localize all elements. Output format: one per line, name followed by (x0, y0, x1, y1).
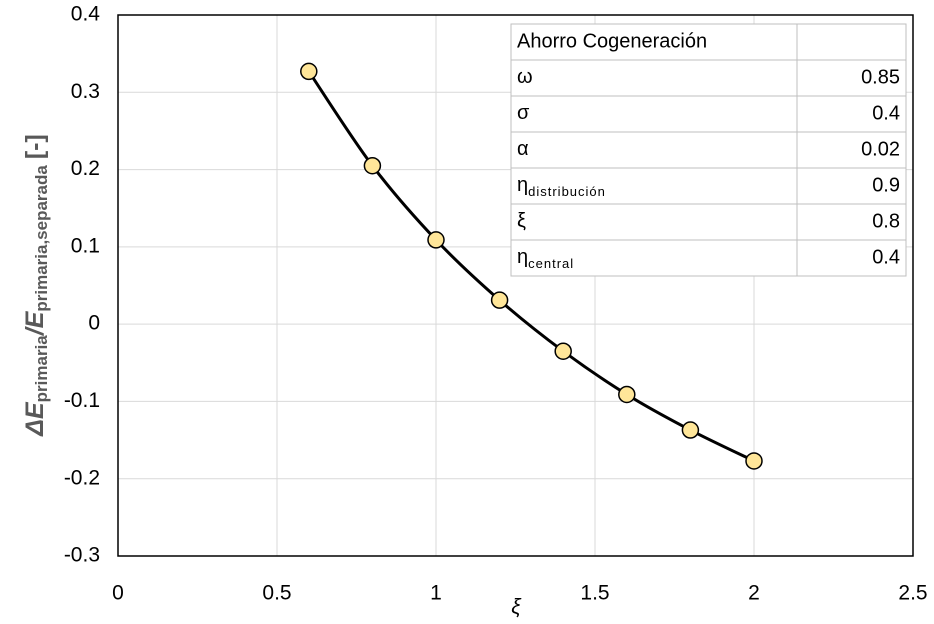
table-symbol: ξ (517, 210, 526, 232)
table-symbol: σ (517, 102, 530, 124)
y-axis-label-part: /E (21, 310, 49, 336)
table-cell (510, 239, 798, 277)
x-axis-label: ξ (511, 596, 522, 619)
table-value: 0.4 (872, 102, 900, 124)
marker (490, 291, 509, 309)
table-value: 0.9 (872, 174, 900, 196)
marker (745, 452, 763, 470)
table-cell (510, 23, 798, 61)
symbol-subscript: central (528, 256, 574, 271)
x-tick-label: 1 (430, 582, 442, 605)
table-cell (796, 239, 907, 277)
y-axis-label-part: [-] (21, 134, 49, 159)
y-axis-label: ΔEprimaria/Eprimaria,separada [-] (21, 134, 52, 437)
x-tick-label: 0 (112, 582, 124, 605)
table-value: 0.8 (872, 210, 900, 232)
x-tick-label: 2 (748, 582, 760, 605)
y-axis-label-part: primaria (32, 335, 51, 403)
y-tick-label: -0.2 (64, 466, 100, 489)
y-tick-label: 0.4 (71, 3, 101, 26)
y-tick-label: 0.3 (71, 80, 100, 103)
table-cell (510, 95, 798, 133)
symbol: ω (517, 66, 533, 88)
table-value: 0.02 (861, 138, 900, 160)
marker (363, 156, 382, 175)
table-cell (796, 59, 907, 97)
x-tick-label: 2.5 (898, 582, 927, 605)
x-tick-label: 1.5 (580, 582, 609, 605)
y-tick-label: 0.1 (71, 234, 100, 257)
table-symbol: ω (517, 66, 533, 88)
symbol: α (517, 138, 529, 160)
table-cell (796, 23, 907, 61)
y-tick-label: -0.1 (64, 389, 100, 412)
table-cell (510, 59, 798, 97)
y-tick-label: 0.2 (71, 157, 100, 180)
table-value: 0.85 (861, 66, 900, 88)
table-cell (510, 131, 798, 169)
marker (681, 421, 700, 439)
plot-frame (117, 14, 914, 557)
symbol: σ (517, 102, 530, 124)
marker (618, 385, 636, 404)
y-tick-label: -0.3 (64, 544, 100, 567)
marker (300, 62, 318, 81)
table-cell (510, 203, 798, 241)
symbol-subscript: distribución (528, 184, 606, 199)
y-axis-label-part: primaria,separada (32, 165, 51, 312)
x-tick-label: 0.5 (262, 582, 291, 605)
marker (427, 231, 445, 249)
table-cell (796, 95, 907, 133)
symbol: ξ (517, 210, 526, 232)
table-cell (796, 203, 907, 241)
y-axis-label-part: ΔE (21, 401, 49, 437)
table-cell (796, 167, 907, 205)
marker (554, 342, 572, 360)
table-title: Ahorro Cogeneración (517, 30, 707, 52)
table-symbol: ηdistribución (517, 174, 606, 199)
table-value: 0.4 (872, 246, 900, 268)
y-tick-label: 0 (88, 312, 100, 335)
table-symbol: ηcentral (517, 246, 574, 271)
table-symbol: α (517, 138, 529, 160)
symbol: η (517, 174, 528, 196)
symbol: η (517, 246, 528, 268)
